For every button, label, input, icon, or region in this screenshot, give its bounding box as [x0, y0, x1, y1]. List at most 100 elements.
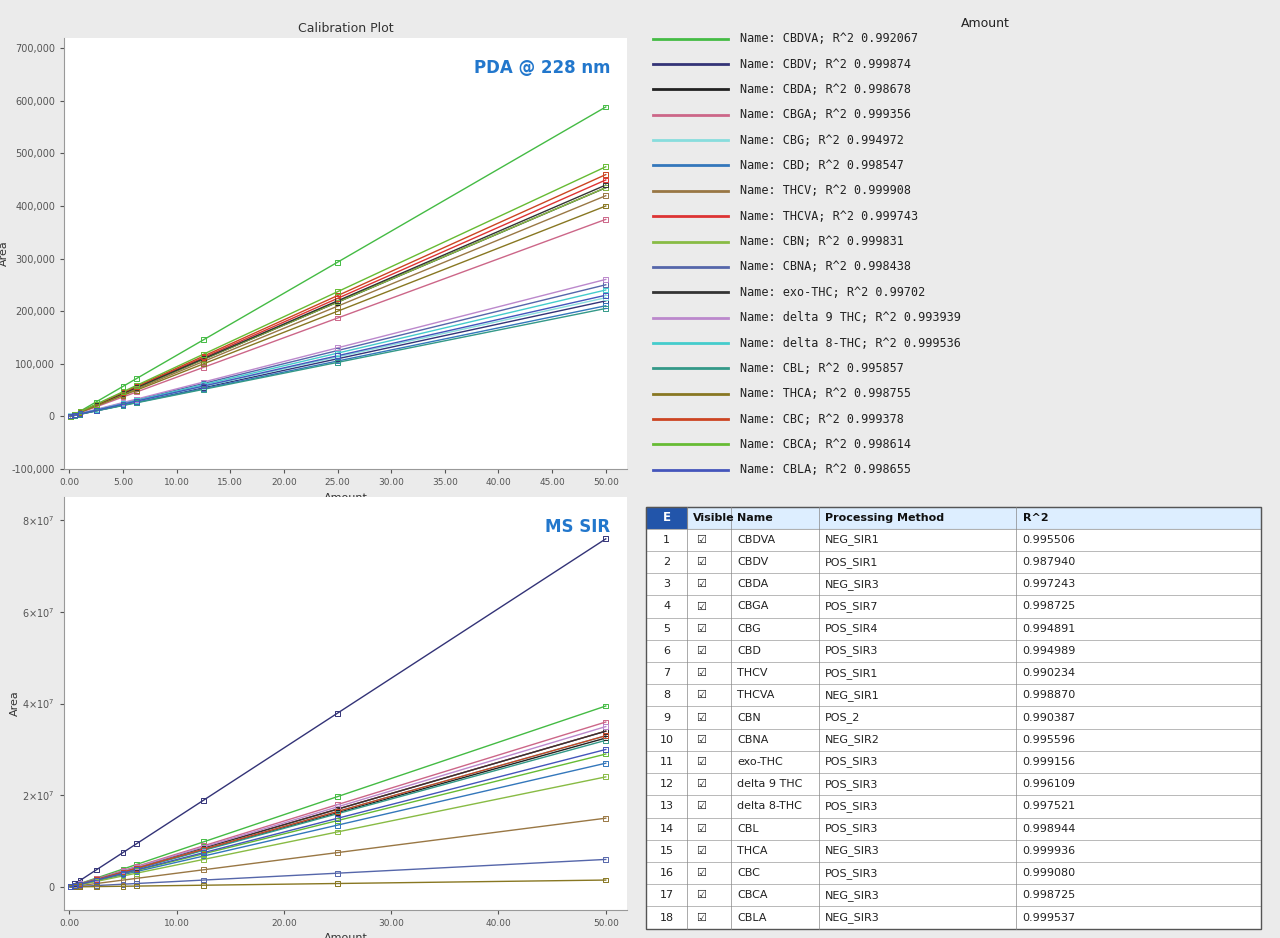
Point: [113, 845, 133, 860]
Point: [595, 723, 616, 738]
Point: [127, 380, 147, 395]
Point: [64, 878, 84, 893]
Point: [193, 852, 214, 867]
Bar: [646, 840, 1261, 862]
Point: [60, 409, 81, 424]
Point: [86, 871, 106, 886]
Point: [127, 862, 147, 877]
Point: [595, 180, 616, 195]
Point: [113, 398, 133, 413]
Point: [127, 870, 147, 885]
Point: [328, 343, 348, 358]
Point: [60, 879, 81, 894]
Text: 0.994891: 0.994891: [1023, 624, 1076, 634]
Point: [328, 802, 348, 817]
Text: Name: CBDA; R^2 0.998678: Name: CBDA; R^2 0.998678: [740, 83, 911, 96]
Point: [193, 878, 214, 893]
Point: [70, 404, 91, 419]
Point: [70, 876, 91, 891]
Text: Name: CBDV; R^2 0.999874: Name: CBDV; R^2 0.999874: [740, 57, 911, 70]
Point: [595, 731, 616, 746]
Text: 0.998944: 0.998944: [1023, 824, 1076, 834]
Point: [86, 398, 106, 413]
Point: [193, 352, 214, 367]
Point: [193, 382, 214, 397]
Text: ☑: ☑: [696, 601, 707, 612]
Point: [64, 878, 84, 893]
Point: [64, 407, 84, 422]
Text: 18: 18: [659, 913, 673, 922]
Point: [595, 810, 616, 825]
Point: [60, 409, 81, 424]
Text: 4: 4: [663, 601, 671, 612]
Text: CBDVA: CBDVA: [737, 535, 776, 545]
Point: [595, 99, 616, 114]
Point: [113, 867, 133, 882]
Text: Name: CBGA; R^2 0.999356: Name: CBGA; R^2 0.999356: [740, 108, 911, 121]
Point: [86, 872, 106, 887]
Text: ☑: ☑: [696, 801, 707, 811]
Point: [127, 876, 147, 891]
Point: [70, 876, 91, 891]
Point: [86, 401, 106, 416]
Point: [595, 733, 616, 748]
Text: 0.998725: 0.998725: [1023, 890, 1076, 900]
Point: [64, 407, 84, 422]
Text: POS_SIR1: POS_SIR1: [826, 556, 878, 567]
Text: 2: 2: [663, 557, 671, 567]
Point: [70, 876, 91, 891]
Point: [127, 879, 147, 894]
Point: [328, 304, 348, 319]
Text: 0.995596: 0.995596: [1023, 734, 1075, 745]
Point: [60, 879, 81, 894]
Point: [86, 872, 106, 887]
Point: [64, 407, 84, 422]
Point: [113, 877, 133, 892]
Text: NEG_SIR2: NEG_SIR2: [826, 734, 879, 745]
Text: 9: 9: [663, 713, 671, 722]
Point: [127, 860, 147, 875]
Point: [86, 402, 106, 417]
Bar: [646, 507, 687, 529]
Text: ☑: ☑: [696, 734, 707, 745]
Text: NEG_SIR3: NEG_SIR3: [826, 845, 879, 856]
Point: [193, 841, 214, 856]
Point: [113, 861, 133, 876]
Text: 0.990387: 0.990387: [1023, 713, 1075, 722]
Point: [193, 374, 214, 389]
Text: POS_SIR3: POS_SIR3: [826, 645, 878, 657]
Point: [595, 167, 616, 182]
Text: 0.999936: 0.999936: [1023, 846, 1075, 855]
Point: [60, 879, 81, 894]
Point: [64, 407, 84, 422]
Point: [113, 865, 133, 880]
Bar: [646, 795, 1261, 818]
Bar: [646, 573, 1261, 596]
Point: [70, 406, 91, 421]
Point: [328, 802, 348, 817]
Point: [60, 409, 81, 424]
Text: Name: CBNA; R^2 0.998438: Name: CBNA; R^2 0.998438: [740, 261, 911, 273]
Point: [328, 810, 348, 825]
Point: [127, 861, 147, 876]
Point: [127, 381, 147, 396]
Point: [595, 290, 616, 305]
Point: [328, 806, 348, 821]
Text: 17: 17: [659, 890, 673, 900]
Point: [328, 291, 348, 306]
Text: 16: 16: [659, 868, 673, 878]
Text: CBLA: CBLA: [737, 913, 767, 922]
Point: [193, 843, 214, 858]
Point: [328, 284, 348, 299]
Point: [113, 396, 133, 411]
Point: [127, 866, 147, 881]
Text: CBDA: CBDA: [737, 580, 768, 589]
Point: [70, 403, 91, 418]
Text: CBN: CBN: [737, 713, 762, 722]
Point: [64, 408, 84, 423]
Bar: [646, 684, 1261, 706]
Bar: [646, 885, 1261, 906]
Point: [193, 376, 214, 391]
Point: [127, 395, 147, 410]
Point: [595, 747, 616, 762]
